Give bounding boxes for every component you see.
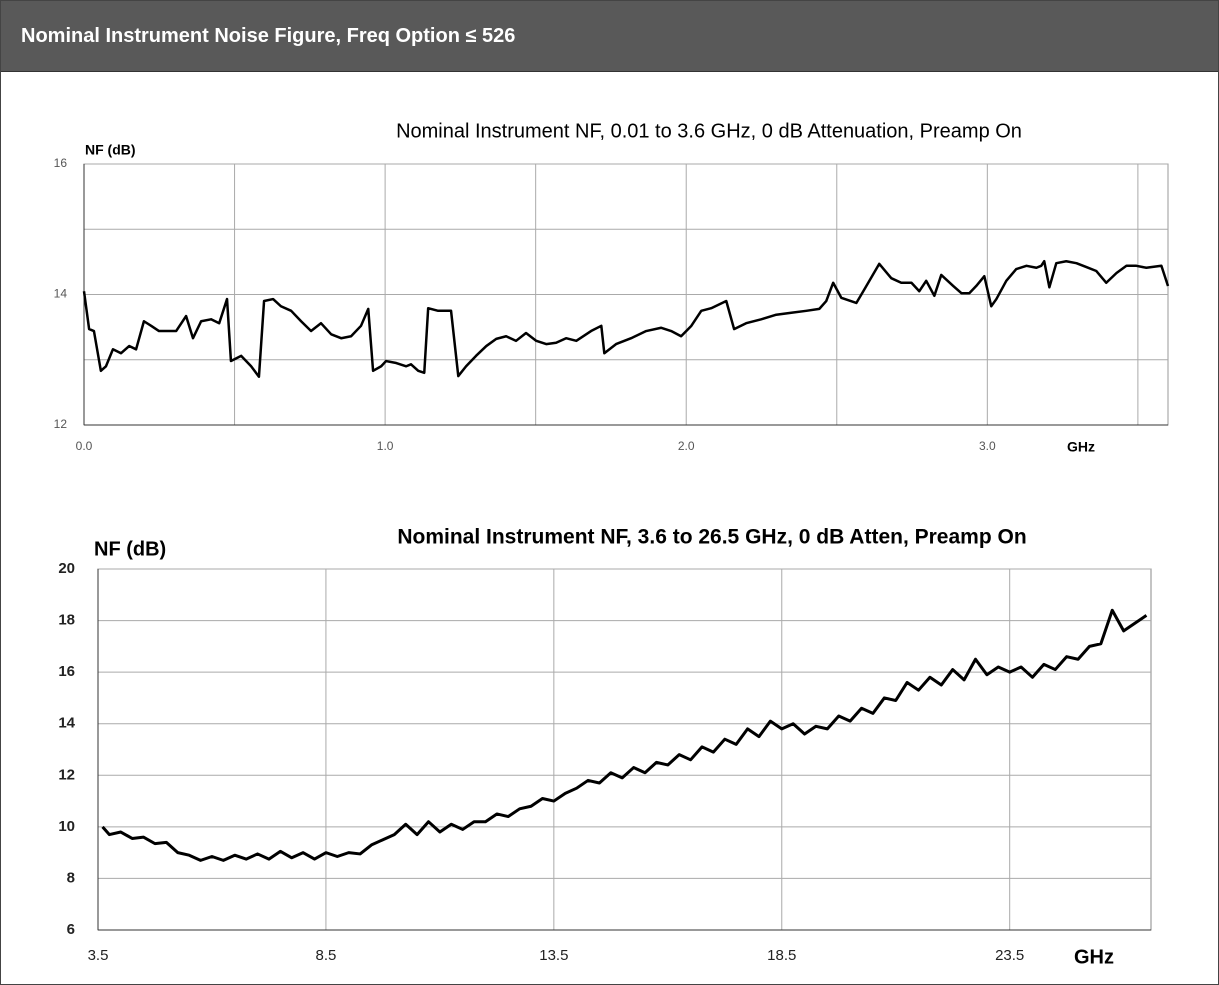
y-tick-label: 16 — [58, 663, 75, 680]
plot-area — [97, 568, 1152, 931]
x-tick-label: 1.0 — [377, 439, 394, 453]
x-tick-label: 23.5 — [995, 947, 1024, 964]
y-tick-label: 18 — [58, 612, 75, 629]
x-tick-label: 0.0 — [76, 439, 93, 453]
chart-title: Nominal Instrument NF, 3.6 to 26.5 GHz, … — [397, 526, 1026, 549]
y-tick-label: 20 — [58, 560, 75, 577]
y-tick-label: 12 — [58, 766, 75, 783]
y-tick-label: 14 — [54, 287, 68, 301]
chart-title: Nominal Instrument NF, 0.01 to 3.6 GHz, … — [396, 120, 1022, 142]
x-axis-label: GHz — [1067, 439, 1095, 455]
data-line — [101, 608, 1148, 862]
y-tick-label: 12 — [54, 417, 68, 431]
x-tick-label: 3.5 — [88, 947, 109, 964]
x-tick-label: 2.0 — [678, 439, 695, 453]
x-axis-label: GHz — [1074, 946, 1114, 968]
y-tick-label: 8 — [67, 869, 75, 886]
x-tick-label: 3.0 — [979, 439, 996, 453]
y-axis-label: NF (dB) — [94, 538, 166, 560]
data-line — [82, 259, 1170, 378]
x-tick-label: 13.5 — [539, 947, 568, 964]
y-tick-label: 14 — [58, 715, 75, 732]
charts: 0.0 1.0 2.0 3.0 12 14 16 Nominal Instrument NF,… — [54, 120, 1170, 968]
y-tick-label: 6 — [67, 921, 75, 938]
y-tick-label: 16 — [54, 156, 68, 170]
section-header: Nominal Instrument Noise Figure, Freq Op… — [1, 1, 1218, 72]
y-tick-label: 10 — [58, 818, 75, 835]
x-tick-label: 8.5 — [315, 947, 336, 964]
x-tick-label: 18.5 — [767, 947, 796, 964]
y-axis-label: NF (dB) — [85, 142, 136, 158]
